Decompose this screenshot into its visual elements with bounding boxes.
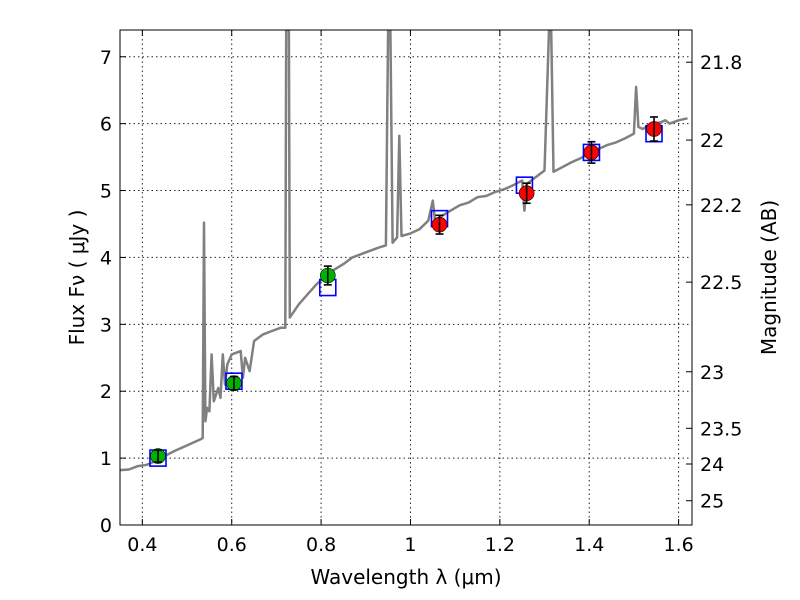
x-tick-label: 0.8 xyxy=(306,534,336,556)
y-tick-label: 3 xyxy=(100,314,112,336)
mag-tick-label: 23.5 xyxy=(700,418,742,440)
spectrum-line xyxy=(120,30,688,472)
model-square-layer xyxy=(149,124,663,467)
x-axis-label: Wavelength λ (μm) xyxy=(310,565,501,589)
y-tick-label: 0 xyxy=(100,515,112,537)
y-tick-label: 2 xyxy=(100,381,112,403)
y-tick-label: 1 xyxy=(100,448,112,470)
photometry-point xyxy=(431,214,448,235)
x-tick-label: 1.4 xyxy=(574,534,604,556)
x-tick-label: 1 xyxy=(404,534,416,556)
mag-tick-label: 21.8 xyxy=(700,52,742,74)
y-axis-label: Flux Fν ( μJy ) xyxy=(65,210,89,346)
photometry-point xyxy=(646,116,662,142)
x-tick-label: 0.6 xyxy=(217,534,247,556)
spectrum-layer xyxy=(120,30,688,472)
y-tick-label: 7 xyxy=(100,47,112,69)
x-tick-label: 1.2 xyxy=(485,534,515,556)
plot-frame xyxy=(119,29,693,526)
photometry-point xyxy=(518,182,535,205)
x-tick-label: 0.4 xyxy=(127,534,157,556)
mag-tick-label: 24 xyxy=(700,454,724,476)
y-tick-label: 5 xyxy=(100,181,112,203)
y-right-axis-label: Magnitude (AB) xyxy=(757,200,781,355)
grid-layer xyxy=(120,30,692,526)
mag-tick-label: 22.5 xyxy=(700,272,742,294)
x-tick-label: 1.6 xyxy=(663,534,693,556)
photometry-point xyxy=(226,375,242,391)
mag-tick-label: 22 xyxy=(700,130,724,152)
y-tick-label: 6 xyxy=(100,114,112,136)
mag-tick-label: 22.2 xyxy=(700,195,742,217)
photometry-point xyxy=(150,448,166,464)
mag-tick-label: 25 xyxy=(700,491,724,513)
photometry-point xyxy=(319,265,336,286)
photometry-layer xyxy=(150,116,662,464)
photometry-point xyxy=(583,140,600,164)
y-tick-label: 4 xyxy=(100,247,112,269)
mag-tick-label: 23 xyxy=(700,362,724,384)
